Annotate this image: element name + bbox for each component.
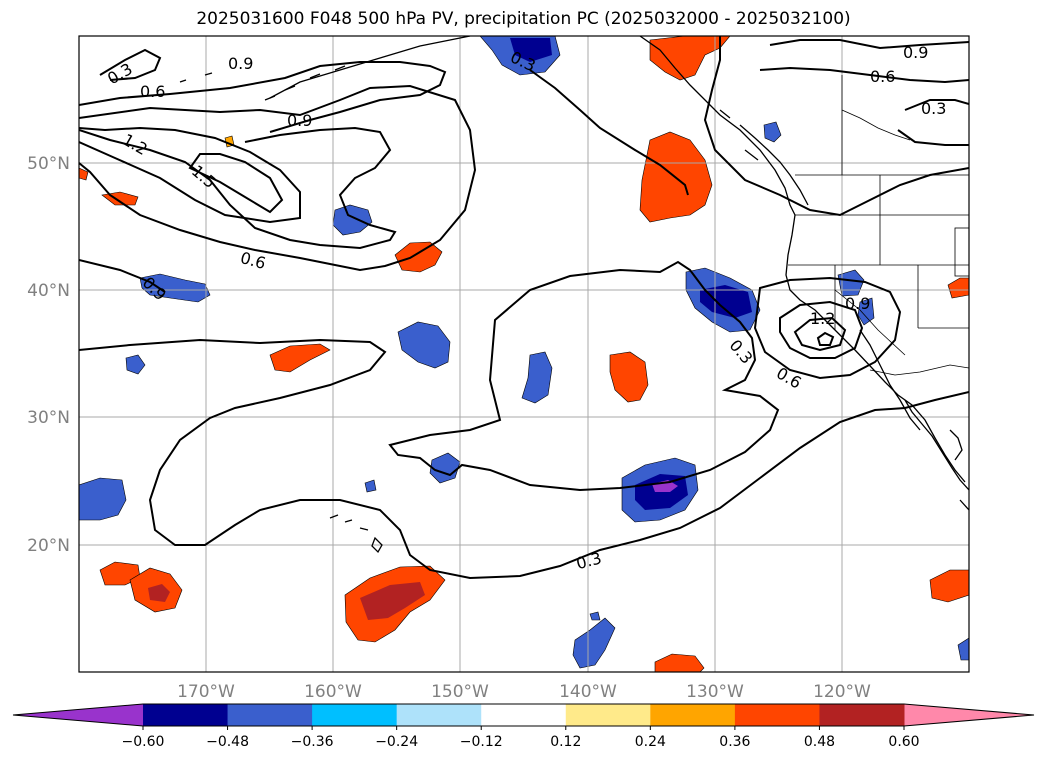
pv-contours <box>79 36 969 580</box>
colorbar-tick-label: −0.48 <box>206 734 249 750</box>
precip-negative-region <box>139 273 211 303</box>
colorbar-swatch <box>143 704 229 726</box>
colorbar-swatch <box>819 704 905 726</box>
colorbar-swatch <box>312 704 398 726</box>
pv-contour-line <box>79 338 969 580</box>
latitude-label: 30°N <box>27 408 70 428</box>
colorbar-extend-high <box>904 704 1034 726</box>
colorbar-swatch <box>565 704 651 726</box>
bc-islands <box>719 109 809 206</box>
colorbar-swatch <box>396 704 482 726</box>
latitude-label: 20°N <box>27 536 70 556</box>
pv-contour-line <box>769 39 969 50</box>
precip-negative-region <box>700 285 752 318</box>
precip-shading <box>79 36 969 672</box>
precip-negative-region <box>79 477 127 521</box>
longitude-label: 150°W <box>431 682 489 702</box>
pv-contour-line <box>79 61 447 133</box>
latitude-label: 50°N <box>27 154 70 174</box>
pv-contour-line <box>79 84 477 272</box>
baja-coastline <box>859 329 921 431</box>
precip-negative-region <box>763 121 782 143</box>
aleutian-islands <box>179 65 346 101</box>
contour-label: 1.2 <box>810 309 835 328</box>
precip-negative-region <box>397 321 451 369</box>
pv-contour-line <box>79 259 166 293</box>
colorbar-extend-low <box>13 704 143 726</box>
pv-contour-line <box>388 260 780 492</box>
pv-contour-line <box>703 36 969 217</box>
precip-positive-region <box>394 241 443 273</box>
mexico-coastline <box>904 399 969 491</box>
precip-negative-region <box>521 351 553 404</box>
map-background <box>79 36 969 672</box>
longitude-label: 170°W <box>177 682 235 702</box>
contour-label: 0.9 <box>287 111 312 130</box>
chart-title: 2025031600 F048 500 hPa PV, precipitatio… <box>196 9 851 29</box>
colorbar-swatch <box>650 704 736 726</box>
colorbar-tick-label: 0.48 <box>804 734 835 750</box>
latitude-label: 40°N <box>27 281 70 301</box>
precip-negative-region <box>957 637 969 661</box>
colorbar-swatch <box>227 704 313 726</box>
plot-frame <box>78 35 970 673</box>
pv-contour-line <box>793 316 847 352</box>
precip-negative-region <box>510 38 552 62</box>
precip-negative-region <box>332 204 373 236</box>
pv-contour-line <box>99 48 162 81</box>
contour-label: 0.3 <box>921 99 946 118</box>
precip-positive-region <box>609 351 649 403</box>
pv-contour-line <box>529 69 689 196</box>
gridlines <box>79 36 969 672</box>
colorbar-tick-label: 0.24 <box>635 734 666 750</box>
precip-positive-region <box>360 582 425 620</box>
contour-label: 0.6 <box>140 82 165 101</box>
contour-label: 0.9 <box>228 54 253 73</box>
precip-positive-region <box>654 653 705 672</box>
contour-label: 0.9 <box>903 43 928 62</box>
hawaii-islands <box>329 514 383 554</box>
latitude-labels: 50°N 40°N 30°N 20°N <box>27 154 70 556</box>
colorbar-tick-label: −0.24 <box>375 734 418 750</box>
colorbar-tick-label: 0.12 <box>550 734 581 750</box>
longitude-label: 140°W <box>559 682 617 702</box>
precip-positive-region <box>649 36 731 81</box>
pv-contour-line <box>816 331 835 346</box>
north-america-coastline <box>269 36 966 483</box>
precip-negative-region <box>364 479 377 493</box>
longitude-label: 120°W <box>813 682 871 702</box>
precip-negative-region <box>572 617 616 669</box>
pv-contour-line <box>759 66 969 84</box>
pv-contour-line <box>753 276 902 380</box>
precip-negative-region <box>429 452 461 484</box>
contour-label: 0.6 <box>870 67 895 86</box>
colorbar-tick-label: 0.36 <box>719 734 750 750</box>
pv-contour-line <box>779 300 864 359</box>
colorbar-tick-label: −0.36 <box>291 734 334 750</box>
mexico-mainland <box>949 429 969 511</box>
precip-positive-region <box>269 343 331 373</box>
colorbar-swatch <box>734 704 820 726</box>
precip-negative-region <box>589 611 601 621</box>
pv-contour-line <box>79 126 301 224</box>
pv-contour-line <box>188 153 284 214</box>
coastlines <box>179 36 969 554</box>
colorbar: −0.60 −0.48 −0.36 −0.24 −0.12 0.12 0.24 0.36 0.4… <box>12 703 1035 750</box>
precip-negative-region <box>857 297 875 326</box>
contour-label: 0.9 <box>845 294 870 313</box>
precip-negative-region <box>125 354 146 375</box>
longitude-labels: 170°W 160°W 150°W 140°W 130°W 120°W <box>177 682 871 702</box>
colorbar-tick-label: −0.12 <box>460 734 503 750</box>
colorbar-swatch <box>481 704 567 726</box>
precip-positive-region <box>79 167 89 181</box>
precip-positive-region <box>148 584 170 602</box>
pv-contour-line <box>897 99 969 146</box>
precip-positive-region <box>929 569 969 603</box>
colorbar-tick-label: −0.60 <box>122 734 165 750</box>
precip-positive-region <box>947 277 969 299</box>
longitude-label: 160°W <box>304 682 362 702</box>
longitude-label: 130°W <box>686 682 744 702</box>
colorbar-tick-label: 0.60 <box>888 734 919 750</box>
